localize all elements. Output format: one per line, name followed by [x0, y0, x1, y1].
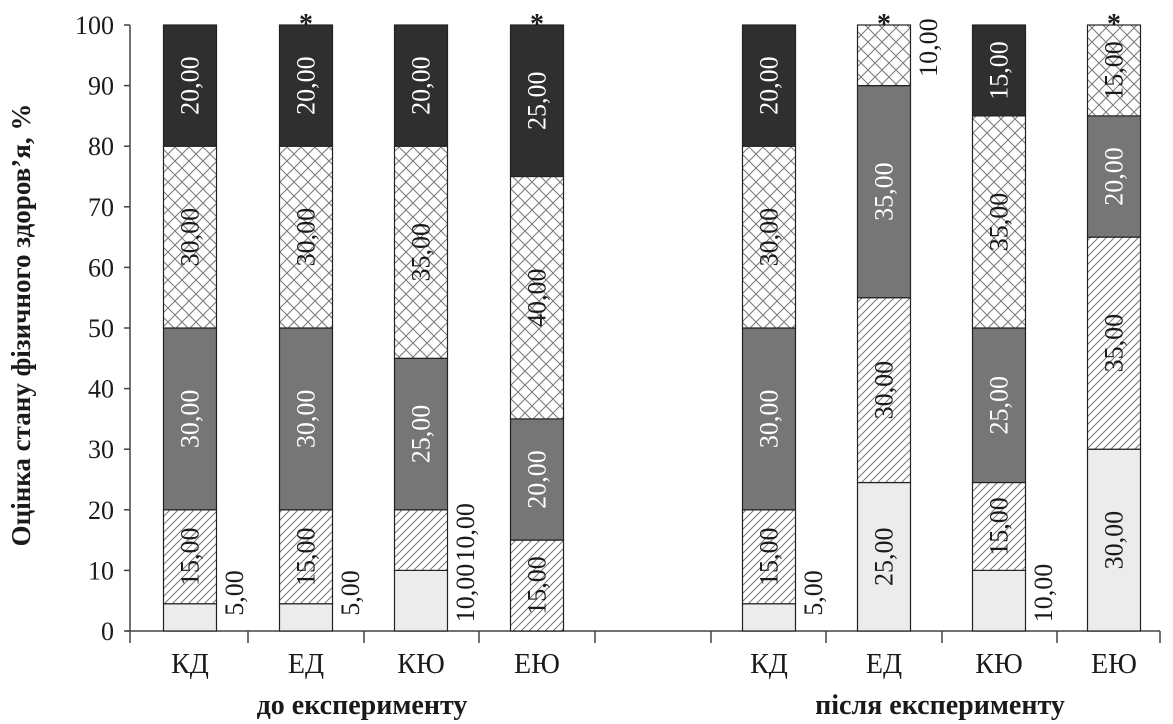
- segment-value-label: 35,00: [985, 193, 1014, 252]
- bar-segment: [162, 145, 218, 329]
- segment-value-label: 25,00: [870, 528, 899, 587]
- segment-value-label: 20,00: [407, 56, 436, 115]
- group-label: після експерименту: [815, 690, 1065, 721]
- y-tick-label: 50: [88, 314, 114, 343]
- bar-segment: [741, 24, 797, 147]
- segment-value-label: 20,00: [1100, 147, 1129, 206]
- segment-value-label: 35,00: [870, 162, 899, 221]
- bar-segment: [278, 145, 334, 329]
- y-tick-label: 30: [88, 435, 114, 464]
- category-label: КД: [750, 649, 788, 680]
- y-tick-label: 10: [88, 556, 114, 585]
- bar-segment: [856, 481, 912, 632]
- segment-value-label: 30,00: [292, 390, 321, 449]
- segment-value-label: 15,00: [755, 528, 784, 587]
- segment-value-label: 25,00: [985, 376, 1014, 435]
- significance-star: *: [1107, 9, 1121, 40]
- y-axis-title: Оцінка стану фізичного здоров’я, %: [6, 104, 36, 547]
- significance-star: *: [877, 9, 891, 40]
- segment-value-label: 25,00: [523, 72, 552, 131]
- bar-segment: [393, 24, 449, 147]
- segment-value-label: 15,00: [985, 497, 1014, 556]
- bar-segment: [1086, 24, 1142, 117]
- bar-segment: [856, 297, 912, 484]
- bar-segment: [856, 24, 912, 87]
- bar-segment: [393, 569, 449, 632]
- bar-segment: [509, 418, 565, 541]
- segment-value-label: 15,00: [985, 41, 1014, 100]
- segment-value-label: 15,00: [292, 528, 321, 587]
- segment-value-label: 30,00: [292, 208, 321, 267]
- segment-value-label: 20,00: [292, 56, 321, 115]
- category-label: КД: [171, 649, 209, 680]
- category-label: ЕД: [288, 649, 324, 680]
- labels: 0 10 20 30 40 50 60 70 80 90 100 до експерименту КД 5…: [75, 9, 1137, 721]
- y-tick-label: 100: [75, 11, 114, 40]
- segment-value-label: 40,00: [523, 268, 552, 327]
- segment-value-label: 10,00: [451, 564, 480, 623]
- segment-value-label: 35,00: [1100, 314, 1129, 373]
- segment-value-label: 15,00: [523, 556, 552, 615]
- segment-value-label: 10,00: [1029, 564, 1058, 623]
- segment-value-label: 20,00: [523, 450, 552, 509]
- bar-segment: [278, 509, 334, 605]
- bar-segment: [278, 327, 334, 511]
- bars: [162, 24, 1142, 632]
- segment-value-label: 10,00: [451, 503, 480, 562]
- segment-value-label: 10,00: [914, 18, 943, 77]
- bar-segment: [393, 357, 449, 511]
- bar-segment: [971, 327, 1027, 484]
- bar-segment: [741, 327, 797, 511]
- segment-value-label: 15,00: [176, 528, 205, 587]
- significance-star: *: [299, 9, 313, 40]
- y-tick-label: 80: [88, 132, 114, 161]
- category-label: КЮ: [397, 649, 444, 680]
- segment-value-label: 5,00: [220, 570, 249, 616]
- bar-segment: [1086, 448, 1142, 632]
- significance-star: *: [530, 9, 544, 40]
- segment-value-label: 5,00: [799, 570, 828, 616]
- bar-segment: [278, 603, 334, 632]
- bar-segment: [741, 603, 797, 632]
- bar-segment: [741, 145, 797, 329]
- segment-value-label: 20,00: [755, 56, 784, 115]
- bar-segment: [393, 145, 449, 359]
- category-label: КЮ: [975, 649, 1022, 680]
- y-tick-label: 90: [88, 72, 114, 101]
- bar-segment: [1086, 115, 1142, 238]
- segment-value-label: 25,00: [407, 405, 436, 464]
- segment-value-label: 20,00: [176, 56, 205, 115]
- y-tick-label: 20: [88, 496, 114, 525]
- bar-segment: [162, 24, 218, 147]
- category-label: ЕЮ: [1091, 649, 1137, 680]
- bar-segment: [162, 327, 218, 511]
- segment-value-label: 30,00: [1100, 511, 1129, 570]
- bar-segment: [393, 509, 449, 571]
- segment-value-label: 30,00: [176, 208, 205, 267]
- bar-segment: [971, 569, 1027, 632]
- y-tick-label: 40: [88, 375, 114, 404]
- segment-value-label: 30,00: [870, 361, 899, 420]
- y-tick-label: 60: [88, 253, 114, 282]
- bar-segment: [971, 24, 1027, 117]
- bar-segment: [509, 175, 565, 420]
- category-label: ЕЮ: [514, 649, 560, 680]
- y-tick-label: 0: [101, 617, 114, 646]
- segment-value-label: 30,00: [755, 208, 784, 267]
- group-label: до експерименту: [257, 690, 468, 721]
- segment-value-label: 35,00: [407, 223, 436, 282]
- bar-segment: [509, 24, 565, 178]
- bar-segment: [278, 24, 334, 147]
- category-label: ЕД: [866, 649, 902, 680]
- bar-segment: [856, 84, 912, 299]
- bar-segment: [162, 509, 218, 605]
- y-tick-label: 70: [88, 193, 114, 222]
- segment-value-label: 5,00: [336, 570, 365, 616]
- bar-segment: [162, 603, 218, 632]
- bar-segment: [971, 115, 1027, 329]
- segment-value-label: 15,00: [1100, 41, 1129, 100]
- segment-value-label: 30,00: [176, 390, 205, 449]
- segment-value-label: 30,00: [755, 390, 784, 449]
